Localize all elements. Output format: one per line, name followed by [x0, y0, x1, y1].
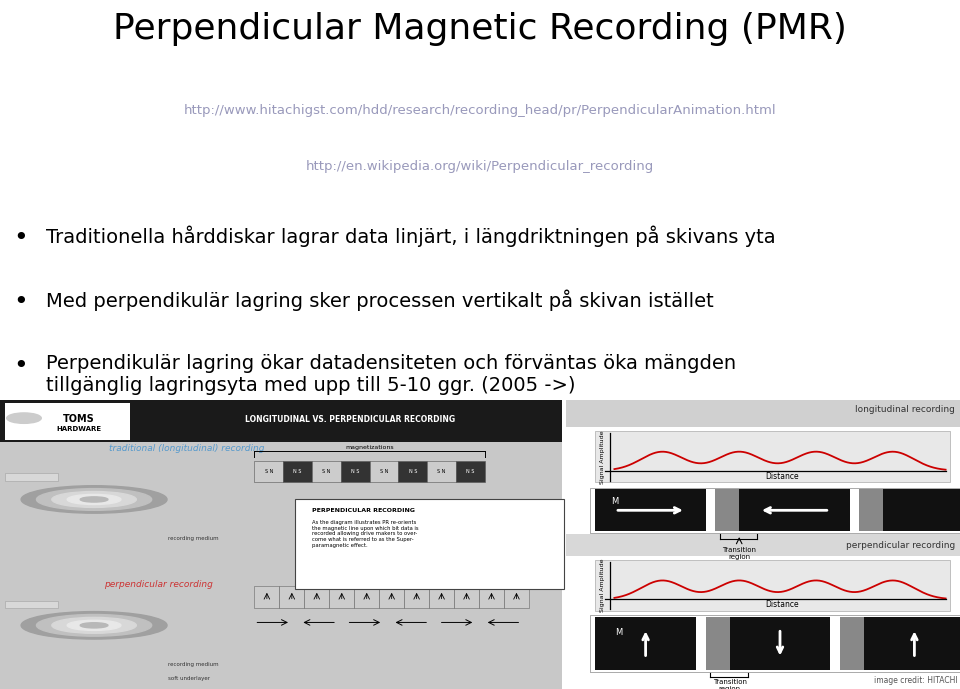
FancyBboxPatch shape — [295, 499, 564, 588]
Ellipse shape — [52, 617, 136, 633]
Circle shape — [7, 413, 41, 423]
FancyBboxPatch shape — [5, 473, 58, 481]
Text: Med perpendikulär lagring sker processen vertikalt på skivan istället: Med perpendikulär lagring sker processen… — [46, 289, 714, 311]
Text: http://www.hitachigst.com/hdd/research/recording_head/pr/PerpendicularAnimation.: http://www.hitachigst.com/hdd/research/r… — [183, 104, 777, 117]
FancyBboxPatch shape — [454, 586, 479, 608]
FancyBboxPatch shape — [0, 400, 562, 689]
Text: perpendicular recording: perpendicular recording — [104, 580, 213, 589]
FancyBboxPatch shape — [404, 586, 429, 608]
Text: recording medium: recording medium — [168, 662, 219, 667]
Text: S N: S N — [438, 469, 445, 474]
Ellipse shape — [81, 497, 108, 502]
FancyBboxPatch shape — [0, 400, 562, 442]
FancyBboxPatch shape — [279, 586, 304, 608]
Ellipse shape — [81, 623, 108, 628]
FancyBboxPatch shape — [883, 489, 960, 531]
Text: S N: S N — [323, 469, 330, 474]
Text: S N: S N — [380, 469, 388, 474]
Ellipse shape — [67, 495, 121, 504]
Text: •: • — [13, 226, 29, 250]
FancyBboxPatch shape — [504, 586, 529, 608]
FancyBboxPatch shape — [730, 617, 830, 670]
Text: HARDWARE: HARDWARE — [56, 426, 102, 431]
Text: soft underlayer: soft underlayer — [168, 675, 210, 681]
FancyBboxPatch shape — [5, 601, 58, 608]
Text: •: • — [13, 289, 29, 313]
Ellipse shape — [36, 489, 152, 511]
FancyBboxPatch shape — [566, 400, 960, 689]
Ellipse shape — [21, 486, 167, 513]
Text: TOMS: TOMS — [62, 413, 95, 424]
Text: Perpendicular Magnetic Recording (PMR): Perpendicular Magnetic Recording (PMR) — [113, 12, 847, 46]
FancyBboxPatch shape — [379, 586, 404, 608]
Text: Signal Amplitude: Signal Amplitude — [600, 430, 606, 484]
FancyBboxPatch shape — [595, 489, 706, 531]
FancyBboxPatch shape — [304, 586, 329, 608]
FancyBboxPatch shape — [479, 586, 504, 608]
FancyBboxPatch shape — [354, 586, 379, 608]
Text: perpendicular recording: perpendicular recording — [846, 542, 955, 551]
Text: traditional (longitudinal) recording: traditional (longitudinal) recording — [109, 444, 265, 453]
FancyBboxPatch shape — [706, 617, 730, 670]
FancyBboxPatch shape — [254, 586, 279, 608]
Text: Distance: Distance — [765, 600, 800, 609]
FancyBboxPatch shape — [283, 461, 312, 482]
Ellipse shape — [67, 620, 121, 630]
FancyBboxPatch shape — [595, 617, 696, 670]
Text: As the diagram illustrates PR re-orients
the magnetic line upon which bit data i: As the diagram illustrates PR re-orients… — [312, 520, 419, 548]
Text: Signal Amplitude: Signal Amplitude — [600, 559, 606, 613]
Text: N S: N S — [294, 469, 301, 474]
Text: Transition
region: Transition region — [712, 679, 747, 689]
Text: LONGITUDINAL VS. PERPENDICULAR RECORDING: LONGITUDINAL VS. PERPENDICULAR RECORDING — [246, 415, 455, 424]
FancyBboxPatch shape — [329, 586, 354, 608]
Text: http://en.wikipedia.org/wiki/Perpendicular_recording: http://en.wikipedia.org/wiki/Perpendicul… — [306, 160, 654, 173]
FancyBboxPatch shape — [429, 586, 454, 608]
Text: recording medium: recording medium — [168, 536, 219, 541]
Text: Transition
region: Transition region — [722, 547, 756, 560]
FancyBboxPatch shape — [595, 431, 950, 482]
FancyBboxPatch shape — [566, 400, 960, 427]
FancyBboxPatch shape — [456, 461, 485, 482]
Text: PERPENDICULAR RECORDING: PERPENDICULAR RECORDING — [312, 508, 415, 513]
FancyBboxPatch shape — [595, 560, 950, 611]
Text: Traditionella hårddiskar lagrar data linjärt, i längdriktningen på skivans yta: Traditionella hårddiskar lagrar data lin… — [46, 226, 776, 247]
Text: magnetizations: magnetizations — [346, 444, 394, 450]
Text: Distance: Distance — [765, 472, 800, 481]
FancyBboxPatch shape — [398, 461, 427, 482]
FancyBboxPatch shape — [341, 461, 370, 482]
FancyBboxPatch shape — [859, 489, 883, 531]
Text: N S: N S — [351, 469, 359, 474]
Ellipse shape — [52, 491, 136, 507]
Text: •: • — [13, 353, 29, 378]
FancyBboxPatch shape — [864, 617, 960, 670]
FancyBboxPatch shape — [739, 489, 850, 531]
Ellipse shape — [36, 615, 152, 636]
Text: S N: S N — [265, 469, 273, 474]
Text: image credit: HITACHI: image credit: HITACHI — [875, 676, 958, 685]
Text: M: M — [615, 628, 623, 637]
FancyBboxPatch shape — [370, 461, 398, 482]
Text: N S: N S — [467, 469, 474, 474]
Text: N S: N S — [409, 469, 417, 474]
FancyBboxPatch shape — [427, 461, 456, 482]
FancyBboxPatch shape — [566, 534, 960, 556]
Text: M: M — [611, 497, 618, 506]
FancyBboxPatch shape — [840, 617, 864, 670]
Ellipse shape — [21, 612, 167, 639]
FancyBboxPatch shape — [5, 402, 130, 440]
Text: longitudinal recording: longitudinal recording — [855, 405, 955, 414]
FancyBboxPatch shape — [312, 461, 341, 482]
Text: Perpendikulär lagring ökar datadensiteten och förväntas öka mängden
tillgänglig : Perpendikulär lagring ökar datadensitete… — [46, 353, 736, 395]
FancyBboxPatch shape — [254, 461, 283, 482]
FancyBboxPatch shape — [715, 489, 739, 531]
